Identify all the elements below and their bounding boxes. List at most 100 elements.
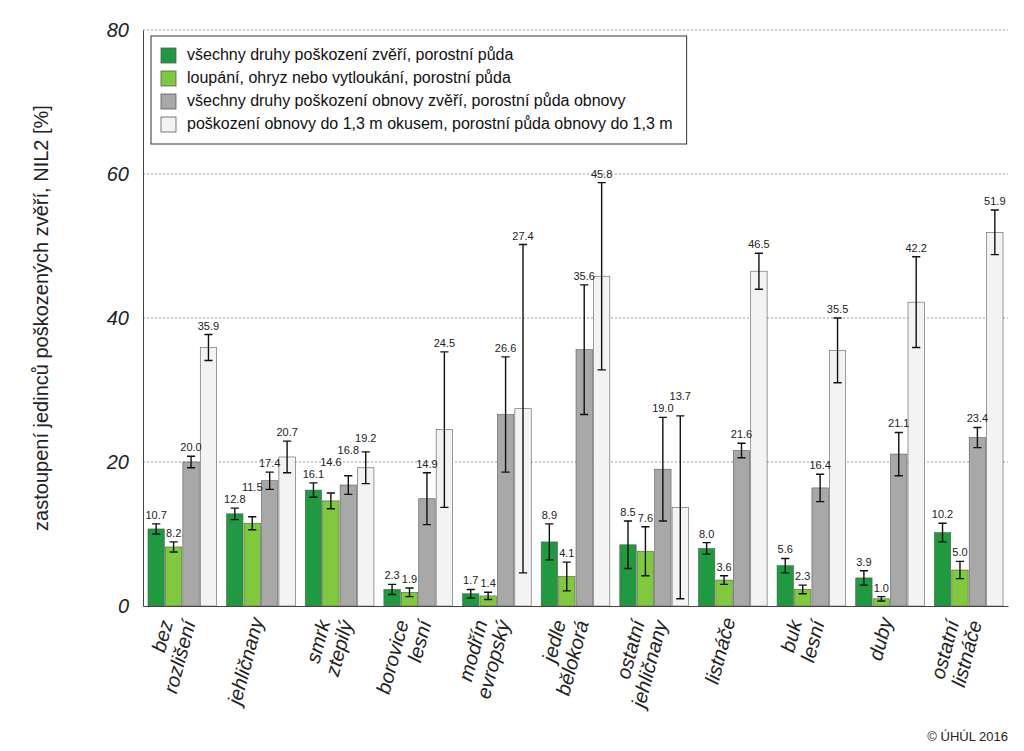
data-label: 12.8 (224, 493, 245, 505)
x-tick-label: ostatní listnáče (926, 612, 986, 689)
y-tick-label: 80 (107, 19, 129, 41)
x-axis (144, 606, 1009, 608)
source-note: © ÚHÚL 2016 (927, 729, 1008, 744)
x-labels: bez rozlišeníjehličnanysmrk ztepilýborov… (138, 610, 986, 713)
legend: všechny druhy poškození zvěří, porostní … (151, 36, 687, 144)
x-tick-label-line: jehličnany (223, 614, 268, 709)
error-bar (170, 542, 178, 552)
error-bar (877, 597, 885, 601)
error-bar (231, 508, 239, 520)
data-label: 3.6 (716, 561, 731, 573)
data-label: 21.6 (731, 428, 752, 440)
data-label: 16.8 (338, 444, 359, 456)
data-label: 45.8 (591, 168, 612, 180)
data-label: 14.9 (416, 458, 437, 470)
data-label: 5.6 (778, 543, 793, 555)
data-label: 27.4 (512, 230, 533, 242)
data-label: 13.7 (670, 390, 691, 402)
legend-swatch (161, 117, 176, 132)
y-tick-label: 0 (118, 595, 129, 617)
error-bar (799, 585, 807, 594)
legend-label: všechny druhy poškození zvěří, porostní … (187, 46, 514, 63)
bar (244, 523, 260, 606)
error-bar (598, 183, 606, 370)
error-bar (816, 474, 824, 501)
data-label: 8.2 (166, 527, 181, 539)
bar (227, 514, 243, 606)
x-tick-label: duby (864, 614, 897, 663)
x-tick-label: jedle bělokorá (530, 612, 592, 697)
bar (340, 485, 356, 606)
legend-frame (151, 36, 687, 144)
grid (143, 30, 1008, 462)
x-tick-label-line: ztepilý (321, 617, 357, 679)
error-bar (484, 592, 492, 599)
data-label: 5.0 (952, 546, 967, 558)
error-bar (703, 543, 711, 555)
data-label: 17.4 (259, 457, 280, 469)
data-label: 24.5 (434, 337, 455, 349)
error-bars (152, 483, 947, 598)
data-label: 19.2 (355, 432, 376, 444)
data-label: 35.9 (198, 320, 219, 332)
x-tick-label-line: bělokorá (552, 618, 593, 698)
error-bar (737, 443, 745, 457)
x-tick-label-line: lesní (796, 616, 829, 665)
bar (323, 501, 339, 606)
error-bar (187, 456, 195, 468)
error-bar (973, 427, 981, 447)
data-label: 8.9 (542, 509, 557, 521)
grid-line (143, 30, 1008, 31)
data-label: 19.0 (652, 402, 673, 414)
legend-label: poškození obnovy do 1,3 m okusem, porost… (187, 115, 673, 132)
error-bar (895, 432, 903, 475)
bar (279, 457, 295, 606)
bar (183, 462, 199, 606)
x-tick-label-line: listnáče (701, 615, 740, 686)
data-label: 23.4 (967, 412, 988, 424)
x-tick-label: borovice lesní (372, 610, 436, 702)
x-tick-label-line: evropský (472, 617, 514, 701)
data-label: 2.3 (795, 570, 810, 582)
error-bar (283, 441, 291, 473)
error-bar (833, 318, 841, 383)
error-bars (204, 183, 999, 599)
error-bar (309, 483, 317, 497)
x-tick-label-line: rozlišení (159, 616, 200, 696)
data-label: 20.7 (276, 426, 297, 438)
y-tick: 40 (107, 307, 143, 329)
error-bar (467, 589, 475, 598)
error-bars (187, 285, 982, 525)
x-tick-label: modřín evropský (451, 611, 514, 701)
x-tick-label: jehličnany (223, 614, 268, 709)
legend-swatch (161, 94, 176, 109)
error-bar (912, 257, 920, 348)
data-label: 35.6 (574, 270, 595, 282)
y-tick: 0 (118, 595, 143, 617)
data-label: 10.2 (932, 508, 953, 520)
x-tick-label: ostatní jehličnany (605, 611, 672, 712)
data-label: 8.5 (620, 506, 635, 518)
error-bar (781, 558, 789, 572)
bar (829, 350, 845, 606)
error-bar (362, 452, 370, 484)
data-label: 1.4 (480, 577, 495, 589)
error-bar (624, 521, 632, 569)
grid-line (143, 174, 1008, 175)
data-label: 35.5 (827, 303, 848, 315)
x-tick-label-line: lesní (403, 616, 436, 665)
bar (987, 232, 1003, 606)
error-bar (248, 517, 256, 530)
bar (148, 529, 164, 606)
x-tick-label-line: duby (864, 614, 897, 663)
error-bar (659, 417, 667, 521)
bar (358, 468, 374, 606)
y-axis: 020406080 (106, 19, 144, 617)
x-tick-label: buk lesní (775, 610, 829, 665)
data-label: 51.9 (984, 195, 1005, 207)
error-bar (327, 493, 335, 509)
x-tick-label: bez rozlišení (138, 610, 200, 696)
error-bar (545, 524, 553, 560)
y-tick: 20 (106, 451, 143, 473)
data-label: 46.5 (748, 238, 769, 250)
